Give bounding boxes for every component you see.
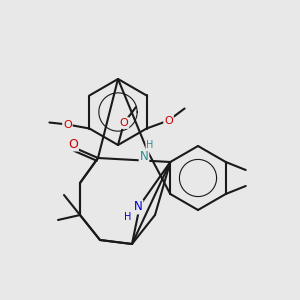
Text: O: O bbox=[68, 137, 78, 151]
Text: O: O bbox=[164, 116, 173, 125]
Text: O: O bbox=[63, 119, 72, 130]
Text: O: O bbox=[120, 118, 128, 128]
Text: N: N bbox=[140, 151, 148, 164]
Text: H: H bbox=[146, 140, 154, 150]
Text: H: H bbox=[124, 212, 132, 222]
Text: N: N bbox=[134, 200, 142, 214]
